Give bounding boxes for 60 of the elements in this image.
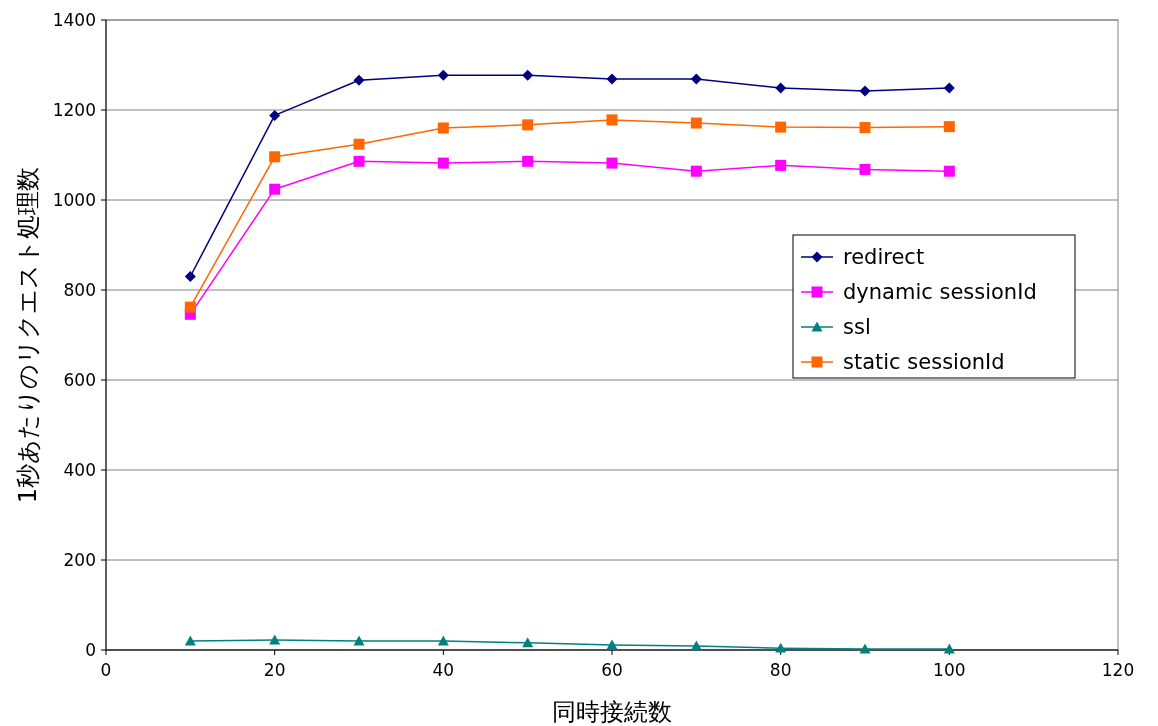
point <box>943 121 955 133</box>
point <box>859 643 871 654</box>
point <box>437 157 449 169</box>
point <box>690 640 702 651</box>
point <box>353 155 365 167</box>
point <box>943 82 955 94</box>
point <box>353 74 365 86</box>
x-tick-label: 0 <box>100 660 112 680</box>
point <box>437 635 449 646</box>
point <box>859 85 871 97</box>
point <box>437 122 449 134</box>
point <box>775 642 787 653</box>
point <box>690 165 702 177</box>
point <box>775 82 787 94</box>
point <box>606 639 618 650</box>
legend-label: redirect <box>843 245 925 269</box>
x-tick-label: 60 <box>601 660 623 680</box>
point <box>353 138 365 150</box>
x-tick-label: 120 <box>1101 660 1135 680</box>
point <box>269 634 281 645</box>
y-tick-label: 1400 <box>52 10 96 30</box>
point <box>184 635 196 646</box>
point <box>522 637 534 648</box>
x-tick-label: 80 <box>769 660 792 680</box>
y-tick-label: 600 <box>63 370 96 390</box>
point <box>943 643 955 654</box>
x-tick-label: 40 <box>432 660 455 680</box>
point <box>775 121 787 133</box>
point <box>522 155 534 167</box>
legend-label: static sessionId <box>843 350 1005 374</box>
point <box>184 301 196 313</box>
y-tick-label: 800 <box>63 280 96 300</box>
point <box>184 271 196 282</box>
point <box>943 165 955 177</box>
x-tick-label: 100 <box>933 660 966 680</box>
point <box>522 69 534 81</box>
point <box>859 122 871 134</box>
y-tick-label: 200 <box>63 550 96 570</box>
point <box>859 163 871 175</box>
point <box>775 159 787 171</box>
y-tick-label: 400 <box>63 460 96 480</box>
y-tick-label: 0 <box>85 640 96 660</box>
point <box>437 69 449 81</box>
legend-label: ssl <box>843 315 871 339</box>
x-axis-title: 同時接続数 <box>552 698 672 726</box>
point <box>522 119 534 131</box>
point <box>606 73 618 85</box>
point <box>269 109 281 121</box>
y-axis-title: 1秒あたりのリクエスト処理数 <box>14 166 42 504</box>
point <box>606 157 618 169</box>
legend-label: dynamic sessionId <box>843 280 1037 304</box>
point <box>269 151 281 163</box>
y-tick-label: 1000 <box>52 190 96 210</box>
point <box>690 73 702 85</box>
x-tick-label: 20 <box>263 660 286 680</box>
point <box>353 635 365 646</box>
point <box>269 183 281 195</box>
y-tick-label: 1200 <box>52 100 96 120</box>
point <box>606 114 618 126</box>
point <box>690 117 702 129</box>
